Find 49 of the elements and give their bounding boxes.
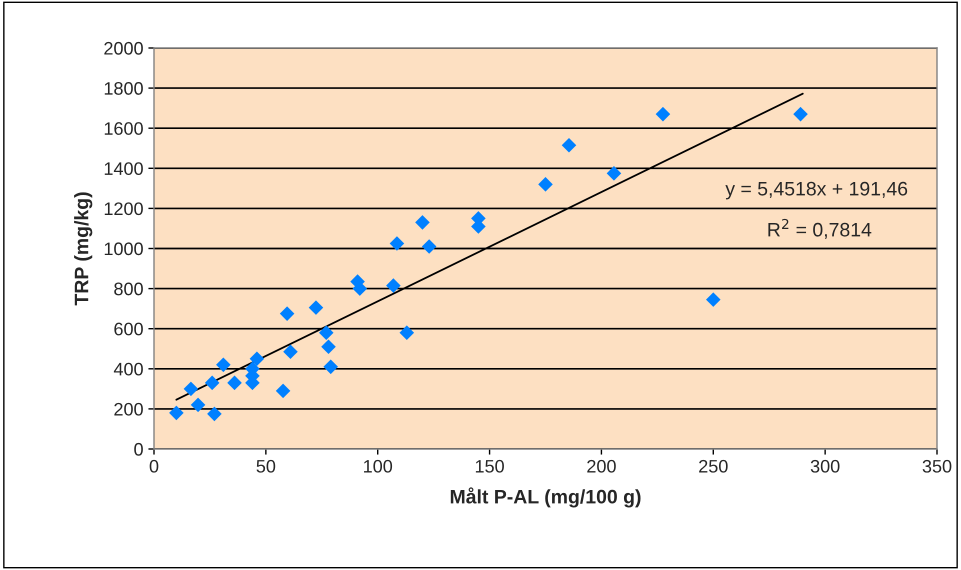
y-tick-label: 200 (114, 402, 143, 416)
point (386, 278, 401, 293)
x-tick-label: 250 (699, 460, 728, 473)
point (606, 166, 622, 181)
y-axis-title: TRP (mg/kg) (74, 192, 92, 306)
annotation: R$^{2}$ = 0,7814 (768, 218, 872, 239)
x-tick-label: 100 (364, 460, 392, 473)
point (227, 376, 242, 390)
point (318, 325, 334, 340)
x-tick-label: 150 (476, 460, 504, 473)
point (415, 215, 430, 230)
x-axis-title: Målt P-AL (mg/100 g) (450, 487, 641, 508)
point (280, 306, 294, 321)
y-tick-label: 1400 (104, 162, 143, 176)
annotation: y = 5,4518x + 191,46 (725, 182, 908, 200)
point (656, 106, 670, 122)
point (562, 138, 576, 153)
y-tick-label: 1000 (104, 242, 143, 256)
point (422, 239, 436, 254)
x-tick-label: 350 (922, 460, 952, 473)
y-tick-label: 1200 (104, 202, 143, 216)
point (308, 300, 324, 315)
point (706, 292, 721, 307)
y-tick-label: 1800 (104, 82, 143, 95)
y-tick-label: 400 (114, 362, 143, 376)
x-tick-label: 50 (256, 460, 276, 473)
point (283, 344, 298, 360)
point (190, 398, 206, 412)
y-tick-label: 2000 (104, 42, 143, 55)
point (250, 351, 264, 366)
point (793, 106, 808, 122)
y-tick-label: 600 (114, 322, 143, 336)
point (207, 406, 222, 422)
point (538, 177, 553, 192)
point (276, 384, 290, 398)
point (216, 358, 231, 372)
y-tick-label: 800 (114, 282, 143, 296)
y-tick-label: 1600 (104, 122, 143, 135)
x-tick-label: 0 (150, 460, 158, 473)
point (169, 406, 184, 420)
point (323, 360, 338, 374)
point (204, 376, 220, 390)
point (390, 236, 404, 251)
point (321, 339, 336, 354)
x-tick-label: 300 (810, 460, 840, 473)
y-tick-label: 0 (134, 442, 143, 456)
point (400, 325, 414, 340)
x-tick-label: 200 (587, 460, 616, 473)
point (184, 382, 198, 396)
